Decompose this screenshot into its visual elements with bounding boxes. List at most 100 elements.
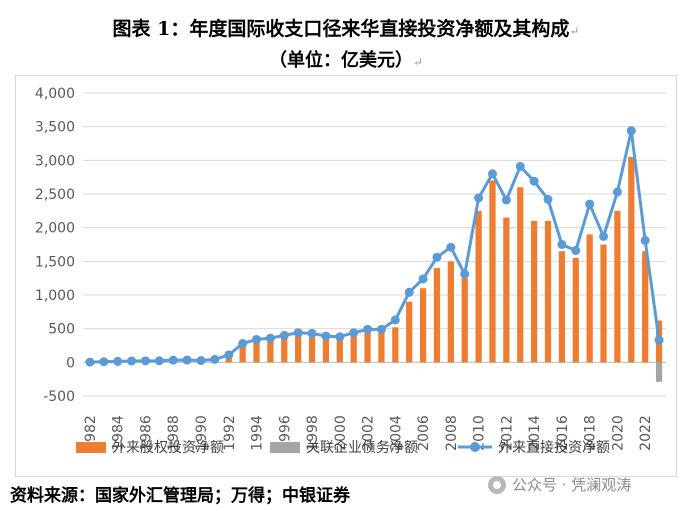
source-note: 资料来源：国家外汇管理局；万得；中银证券 [10, 486, 350, 506]
x-tick-label: 2016 [555, 415, 571, 451]
bar-equity [364, 331, 371, 363]
point-total [113, 356, 123, 366]
bar-equity [517, 187, 524, 363]
y-tick-label: 2,500 [35, 187, 75, 203]
point-total [501, 195, 511, 205]
point-total [85, 357, 95, 367]
point-total [446, 242, 456, 252]
point-total [196, 356, 206, 366]
return-mark-icon: ↵ [569, 24, 580, 38]
bar-equity [308, 336, 316, 363]
point-total [543, 194, 553, 204]
bar-equity [281, 337, 288, 363]
x-tick-label: 2010 [472, 415, 488, 451]
bar-equity [447, 261, 454, 363]
y-tick-label: 1,000 [35, 288, 75, 304]
x-tick-label: 2008 [444, 415, 460, 451]
return-mark-icon: ↵ [412, 55, 424, 69]
bar-equity [336, 336, 343, 363]
x-tick-label: 2004 [388, 415, 404, 451]
point-total [140, 356, 150, 366]
bar-equity [322, 338, 330, 363]
x-tick-label: 1990 [194, 415, 210, 451]
point-total [363, 324, 373, 334]
y-tick-label: 500 [48, 322, 75, 338]
point-total [640, 235, 650, 245]
watermark-text: 公众号 · 凭澜观涛 [512, 476, 632, 494]
point-total [599, 231, 609, 241]
bar-equity [544, 220, 552, 363]
point-total [335, 332, 345, 342]
point-total [182, 355, 192, 365]
bar-equity [558, 251, 566, 363]
fdi-chart: -500 0 500 1,000 1,500 2,000 2,500 3,000 3,500 4,… [35, 86, 666, 451]
point-total [265, 333, 275, 343]
point-total [432, 252, 442, 262]
x-tick-label: 1986 [138, 415, 154, 451]
bar-equity [475, 210, 482, 363]
point-total [210, 354, 220, 364]
x-tick-label: 2020 [610, 415, 626, 451]
bar-equity [267, 340, 274, 363]
x-tick-label: 1992 [222, 415, 238, 451]
y-tick-label: 2,000 [35, 221, 75, 237]
y-tick-label: 3,500 [35, 120, 75, 136]
point-total [224, 350, 234, 360]
chart-title: 图表 1：年度国际收支口径来华直接投资净额及其构成↵ [112, 18, 580, 40]
point-total [474, 193, 484, 203]
bar-equity [295, 334, 302, 363]
point-total [612, 187, 622, 197]
point-total [99, 357, 109, 367]
legend-item-total: 外来直接投资净额 [458, 437, 610, 457]
point-total [168, 355, 178, 365]
legend-label-equity: 外来股权投资净额 [112, 440, 224, 456]
point-total [390, 315, 400, 325]
legend-swatch-total [458, 442, 492, 452]
legend-swatch-equity [76, 441, 106, 453]
bar-equity [461, 278, 468, 363]
point-total [515, 161, 525, 171]
point-total [585, 199, 595, 209]
point-total [487, 169, 497, 179]
x-tick-label: 2000 [333, 415, 349, 451]
bar-equity [239, 346, 246, 363]
bar-equity [419, 288, 427, 363]
point-total [460, 269, 470, 279]
x-tick-label: 2006 [416, 415, 432, 451]
point-total [279, 330, 289, 340]
bar-equity [489, 180, 496, 363]
bar-equity [572, 257, 579, 363]
bar-equity [628, 156, 635, 363]
bar-equity [600, 244, 607, 363]
point-total [529, 176, 539, 186]
bar-equity [225, 357, 232, 363]
bar-equity [642, 251, 649, 363]
x-tick-label: 2022 [638, 415, 654, 451]
bar-equity [614, 210, 621, 363]
point-total [127, 356, 137, 366]
x-tick-label: 2012 [499, 415, 515, 451]
point-total [349, 328, 359, 338]
x-tick-label: 2002 [361, 415, 377, 451]
legend-label-total: 外来直接投资净额 [498, 440, 610, 456]
watermark: 公众号 · 凭澜观涛 [488, 474, 631, 495]
bar-equity [586, 234, 593, 363]
y-tick-label: 3,000 [35, 153, 75, 169]
bar-equity [433, 268, 441, 363]
point-total [321, 331, 331, 341]
point-total [571, 246, 581, 256]
y-tick-label: 4,000 [35, 86, 75, 102]
x-tick-label: 1998 [305, 415, 321, 451]
point-total [418, 274, 428, 284]
point-total [293, 328, 303, 338]
point-total [557, 240, 567, 249]
bar-equity [503, 217, 510, 363]
chart-area: -500 0 500 1,000 1,500 2,000 2,500 3,000 3,500 4,… [15, 75, 677, 477]
y-tick-label: -500 [43, 389, 75, 405]
point-total [404, 287, 414, 297]
x-tick-label: 1994 [250, 415, 266, 451]
point-total [307, 328, 317, 338]
bar-equity [392, 327, 399, 363]
point-total [626, 126, 636, 136]
y-tick-label: 1,500 [35, 254, 75, 270]
